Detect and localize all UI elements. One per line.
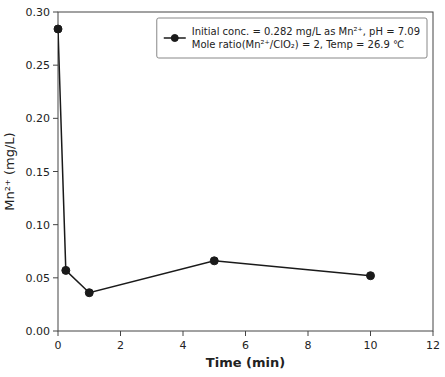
y-tick-label: 0.05 [26,272,51,285]
lines [58,29,371,293]
x-tick [58,331,59,336]
y-tick-label: 0.30 [26,6,51,19]
data-point [367,272,375,280]
x-tick-label: 10 [364,339,378,352]
legend-box [157,18,427,58]
y-tick-label: 0.00 [26,325,51,338]
chart-container: 0 2 4 6 8 10 12 0.00 0.05 0.10 0.15 0.20 0.25 0.30 Tim… [0,0,445,377]
x-tick-label: 12 [426,339,440,352]
series-line [58,29,371,293]
x-tick-label: 2 [117,339,124,352]
y-tick-label: 0.10 [26,219,51,232]
y-tick [53,277,58,278]
y-tick [53,12,58,13]
x-tick [120,331,121,336]
data-point [54,25,62,33]
y-tick [53,171,58,172]
y-tick [53,65,58,66]
x-tick [370,331,371,336]
x-axis-label: Time (min) [206,355,285,370]
x-tick-label: 0 [55,339,62,352]
y-axis-label: Mn²⁺ (mg/L) [2,132,17,210]
legend-swatch-marker [171,35,178,42]
data-point [62,266,70,274]
legend-label: Initial conc. = 0.282 mg/L as Mn²⁺, pH =… [192,26,420,50]
y-tick-label: 0.25 [26,59,51,72]
y-tick [53,118,58,119]
legend: Initial conc. = 0.282 mg/L as Mn²⁺, pH =… [157,18,427,58]
data-point [85,289,93,297]
plot-frame [58,12,433,331]
markers [54,25,375,297]
legend-label-line: Initial conc. = 0.282 mg/L as Mn²⁺, pH =… [192,26,420,37]
x-tick-label: 6 [242,339,249,352]
x-tick [433,331,434,336]
y-tick-label: 0.20 [26,112,51,125]
x-tick [245,331,246,336]
legend-label-line: Mole ratio(Mn²⁺/ClO₂) = 2, Temp = 26.9 ℃ [192,39,405,50]
y-tick-label: 0.15 [26,166,51,179]
data-point [210,257,218,265]
x-tick-label: 4 [180,339,187,352]
x-tick [183,331,184,336]
chart-svg: 0 2 4 6 8 10 12 0.00 0.05 0.10 0.15 0.20 0.25 0.30 Tim… [0,0,445,377]
x-tick-label: 8 [305,339,312,352]
x-tick [308,331,309,336]
y-tick [53,224,58,225]
y-tick [53,331,58,332]
